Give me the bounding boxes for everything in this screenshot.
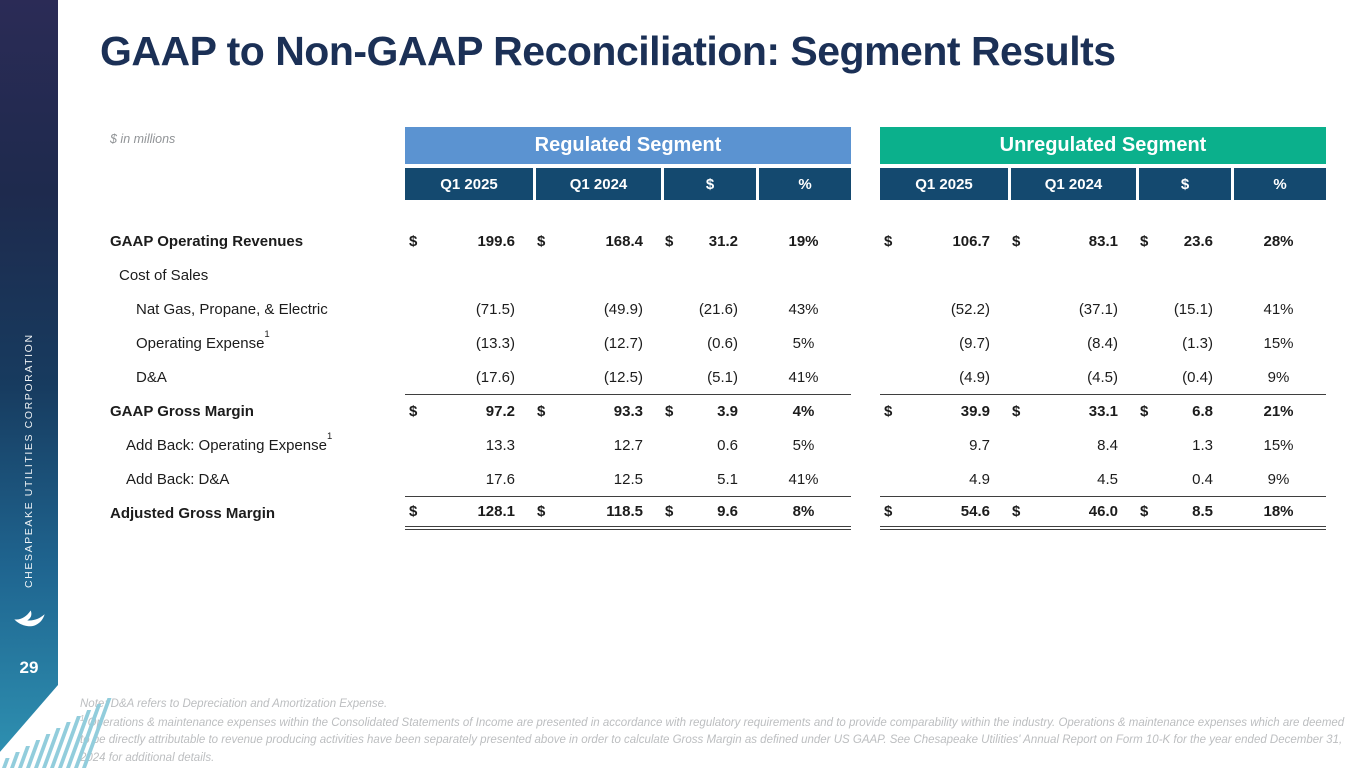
row-label: Adjusted Gross Margin (110, 505, 276, 522)
bird-logo-icon (13, 607, 47, 633)
regulated-values (405, 258, 851, 292)
bar (2, 758, 10, 768)
column-header: % (1231, 168, 1326, 200)
column-header: % (756, 168, 851, 200)
table-row: Cost of Sales (110, 258, 1326, 292)
regulated-values: $97.2 $93.3 $3.9 4% (405, 394, 851, 428)
footnotes: Note: D&A refers to Depreciation and Amo… (80, 696, 1348, 767)
row-label: GAAP Operating Revenues (110, 233, 304, 250)
footnote-1: 1 Operations & maintenance expenses with… (80, 714, 1345, 764)
row-label: GAAP Gross Margin (110, 403, 254, 420)
unregulated-values: (52.2) (37.1) (15.1) 41% (950, 300, 1294, 318)
row-label: Add Back: Operating Expense1 (126, 431, 333, 454)
table-row: GAAP Gross Margin $97.2 $93.3 $3.9 4% $3… (110, 394, 1326, 428)
footnote-da: Note: D&A refers to Depreciation and Amo… (80, 698, 388, 710)
column-header: Q1 2024 (1008, 168, 1136, 200)
table-row: Nat Gas, Propane, & Electric (71.5) (49.… (110, 292, 1326, 326)
regulated-values: (17.6) (12.5) (5.1) 41% (475, 368, 819, 386)
unregulated-column-headers: Q1 2025 Q1 2024 $ % (880, 168, 1326, 200)
table-row: D&A (17.6) (12.5) (5.1) 41% (4.9) (4.5) … (110, 360, 1326, 394)
unregulated-values: (4.9) (4.5) (0.4) 9% (959, 368, 1290, 386)
regulated-column-headers: Q1 2025 Q1 2024 $ % (405, 168, 851, 200)
page-number: 29 (19, 658, 39, 677)
column-headers: Q1 2025 Q1 2024 $ % Q1 2025 Q1 2024 $ % (405, 168, 1326, 200)
unregulated-values: $106.7 $83.1 $23.6 28% (884, 232, 1294, 250)
regulated-segment-header: Regulated Segment (405, 127, 851, 164)
regulated-values: 13.3 12.7 0.6 5% (485, 436, 815, 454)
column-header: $ (661, 168, 756, 200)
segment-headers: Regulated Segment Unregulated Segment (405, 127, 1326, 164)
unregulated-values: (9.7) (8.4) (1.3) 15% (959, 334, 1294, 352)
reconciliation-table: Regulated Segment Unregulated Segment Q1… (110, 127, 1326, 530)
column-header: Q1 2025 (405, 168, 533, 200)
regulated-values: (71.5) (49.9) (21.6) 43% (475, 300, 819, 318)
regulated-values: $199.6 $168.4 $31.2 19% (409, 232, 819, 250)
regulated-values: $128.1 $118.5 $9.6 8% (405, 496, 851, 530)
table-row: Add Back: Operating Expense1 13.3 12.7 0… (110, 428, 1326, 462)
table-row: Operating Expense1 (13.3) (12.7) (0.6) 5… (110, 326, 1326, 360)
row-label: Operating Expense1 (136, 329, 270, 352)
unregulated-values (880, 258, 1326, 292)
sidebar: CHESAPEAKE UTILITIES CORPORATION 29 (0, 0, 58, 752)
row-label: Nat Gas, Propane, & Electric (136, 301, 328, 318)
table-body: GAAP Operating Revenues $199.6 $168.4 $3… (110, 224, 1326, 530)
table-row: Add Back: D&A 17.6 12.5 5.1 41% 4.9 4.5 … (110, 462, 1326, 496)
row-label: D&A (136, 369, 167, 386)
unregulated-segment-header: Unregulated Segment (880, 127, 1326, 164)
table-row: Adjusted Gross Margin $128.1 $118.5 $9.6… (110, 496, 1326, 530)
units-label: $ in millions (110, 132, 176, 146)
regulated-values: 17.6 12.5 5.1 41% (485, 470, 819, 488)
unregulated-values: 9.7 8.4 1.3 15% (969, 436, 1294, 454)
page-title: GAAP to Non-GAAP Reconciliation: Segment… (100, 28, 1116, 74)
unregulated-values: $39.9 $33.1 $6.8 21% (880, 394, 1326, 428)
column-header: Q1 2025 (880, 168, 1008, 200)
company-name-vertical: CHESAPEAKE UTILITIES CORPORATION (23, 333, 35, 589)
unregulated-values: 4.9 4.5 0.4 9% (969, 470, 1290, 488)
row-label: Add Back: D&A (126, 471, 230, 488)
unregulated-values: $54.6 $46.0 $8.5 18% (880, 496, 1326, 530)
column-header: Q1 2024 (533, 168, 661, 200)
regulated-values: (13.3) (12.7) (0.6) 5% (475, 334, 815, 352)
table-row: GAAP Operating Revenues $199.6 $168.4 $3… (110, 224, 1326, 258)
column-header: $ (1136, 168, 1231, 200)
row-label: Cost of Sales (119, 267, 209, 284)
